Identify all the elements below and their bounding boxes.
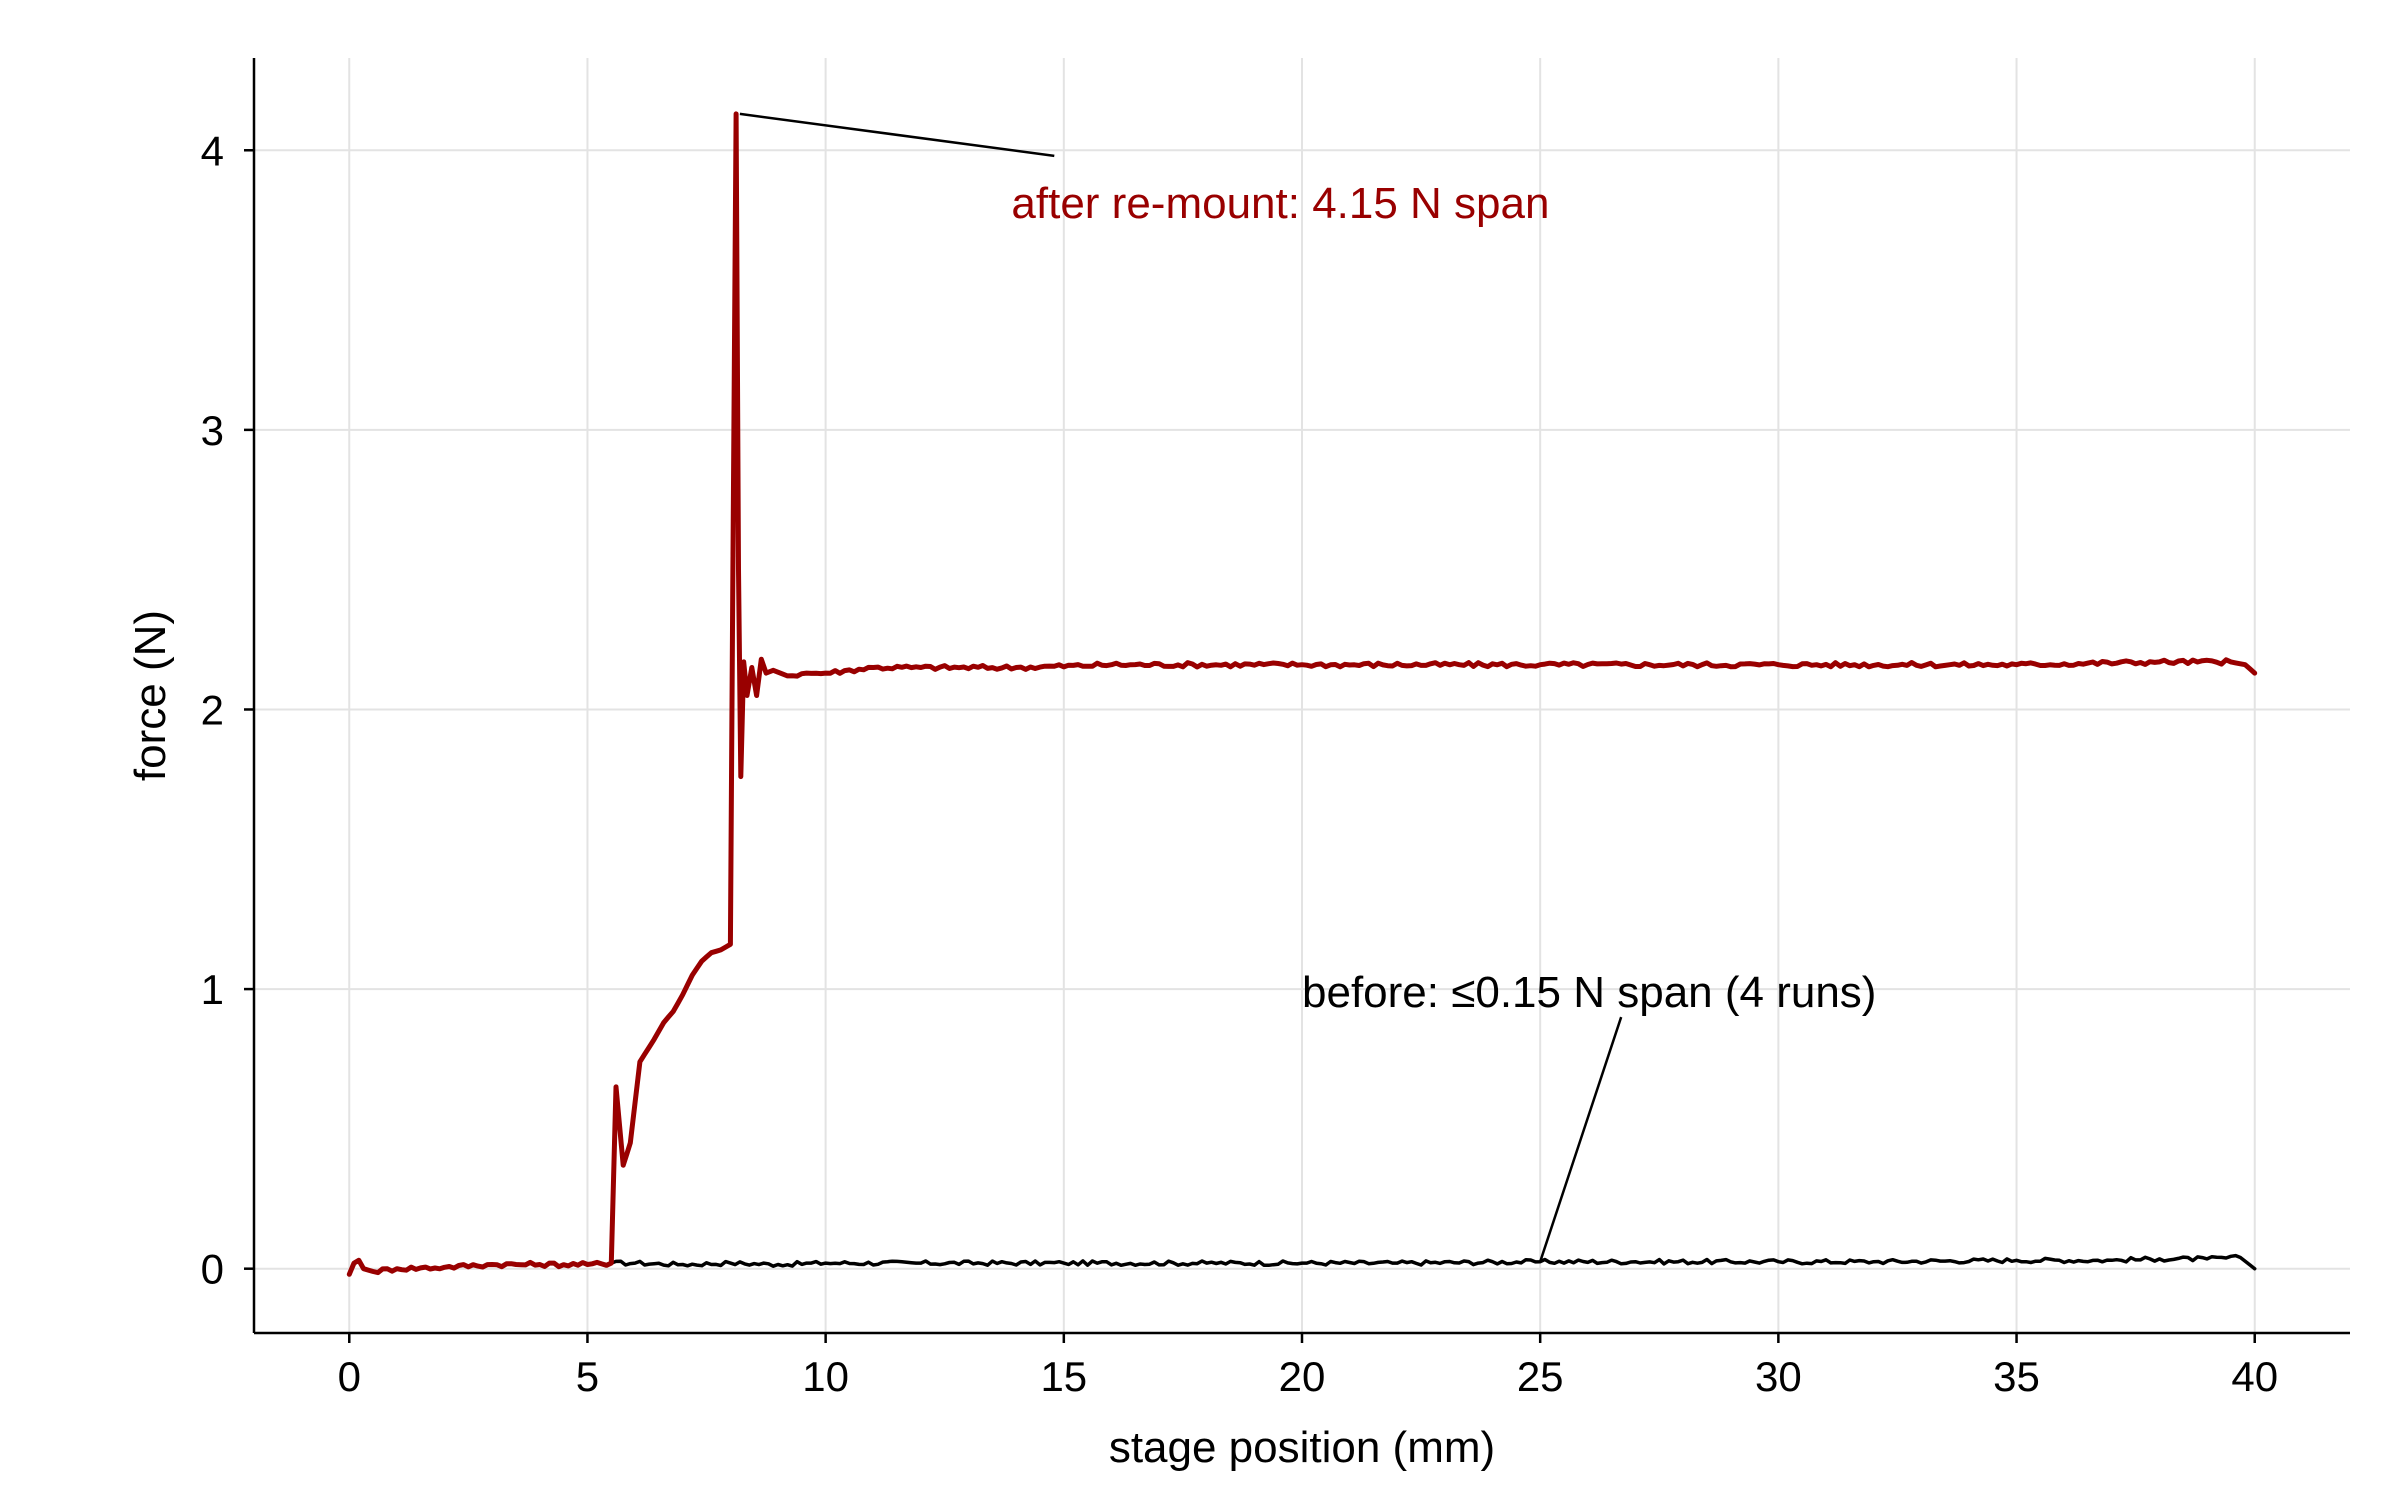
x-tick-label: 5: [576, 1353, 599, 1400]
annotation-label-after: after re-mount: 4.15 N span: [1011, 179, 1549, 228]
annotation-leader-before: [1538, 1016, 1623, 1263]
series-lines: [346, 111, 2258, 1277]
x-tick-label: 10: [802, 1353, 849, 1400]
x-tick-label: 40: [2231, 1353, 2278, 1400]
x-tick-label: 20: [1279, 1353, 1326, 1400]
x-tick-label: 0: [338, 1353, 361, 1400]
y-tick-label: 1: [201, 966, 224, 1013]
x-tick-label: 30: [1755, 1353, 1802, 1400]
series-line-before: [609, 1253, 2257, 1271]
tick-labels: 0 5 10 15 20 25 30 35 40 0 1 2 3 4: [201, 127, 2278, 1400]
y-tick-label: 2: [201, 686, 224, 733]
series-line-after: [346, 111, 2258, 1277]
y-tick-label: 4: [201, 127, 224, 174]
x-axis-title: stage position (mm): [1109, 1423, 1495, 1472]
annotations: after re-mount: 4.15 N span before: ≤0.15…: [739, 112, 1876, 1263]
x-tick-label: 25: [1517, 1353, 1564, 1400]
annotation-label-before: before: ≤0.15 N span (4 runs): [1302, 968, 1876, 1017]
annotation-leader-after: [739, 112, 1055, 158]
y-tick-label: 3: [201, 407, 224, 454]
y-axis-title: force (N): [126, 610, 175, 781]
x-tick-label: 35: [1993, 1353, 2040, 1400]
gridlines: [254, 58, 2350, 1333]
x-tick-label: 15: [1040, 1353, 1087, 1400]
y-tick-label: 0: [201, 1246, 224, 1293]
